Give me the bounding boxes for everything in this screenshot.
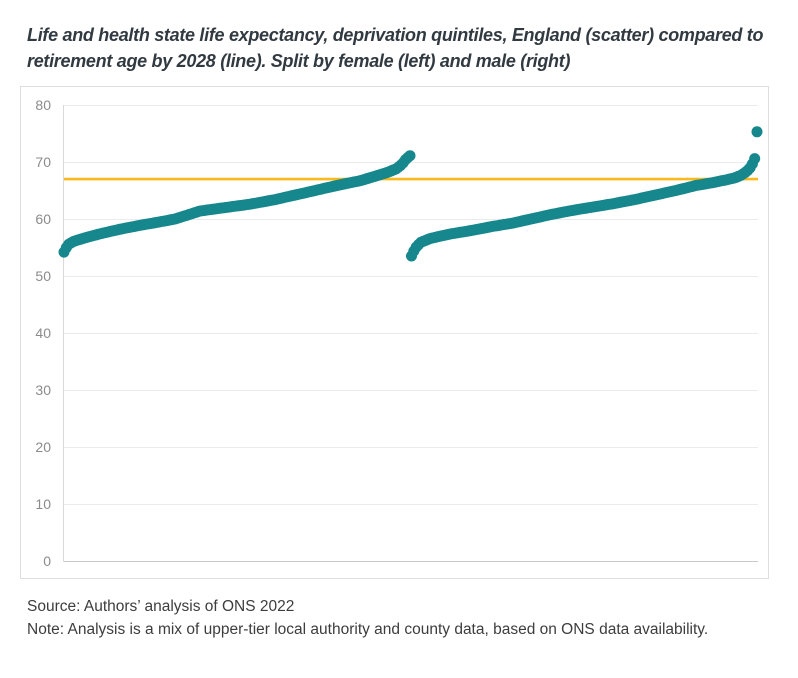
availability-note: Note: Analysis is a mix of upper-tier lo… xyxy=(27,621,709,638)
y-axis-tick-label: 40 xyxy=(35,325,51,341)
y-axis-tick-label: 70 xyxy=(35,154,51,170)
chart-title: Life and health state life expectancy, d… xyxy=(27,25,764,71)
gridline xyxy=(64,219,758,220)
scatter-point xyxy=(404,150,416,162)
gridline xyxy=(64,276,758,277)
scatter-point xyxy=(749,153,761,165)
y-axis-tick-label: 60 xyxy=(35,211,51,227)
chart-canvas xyxy=(58,126,763,262)
y-axis-tick-label: 80 xyxy=(35,97,51,113)
gridline xyxy=(64,162,758,163)
source-note: Source: Authors’ analysis of ONS 2022 xyxy=(27,598,295,615)
gridline xyxy=(64,504,758,505)
gridline xyxy=(64,561,758,562)
y-axis-tick-label: 0 xyxy=(43,553,51,569)
gridline xyxy=(64,447,758,448)
chart-panel: 0 10 20 30 40 50 60 70 80 xyxy=(20,86,769,579)
gridline xyxy=(64,105,758,106)
y-axis-tick-label: 20 xyxy=(35,439,51,455)
y-axis-tick-label: 10 xyxy=(35,496,51,512)
chart-footer: Source: Authors’ analysis of ONS 2022 No… xyxy=(27,596,757,642)
y-axis-tick-label: 30 xyxy=(35,382,51,398)
gridline xyxy=(64,333,758,334)
gridline xyxy=(64,390,758,391)
scatter-point xyxy=(751,126,763,138)
y-axis-tick-label: 50 xyxy=(35,268,51,284)
y-axis-line xyxy=(63,105,64,562)
